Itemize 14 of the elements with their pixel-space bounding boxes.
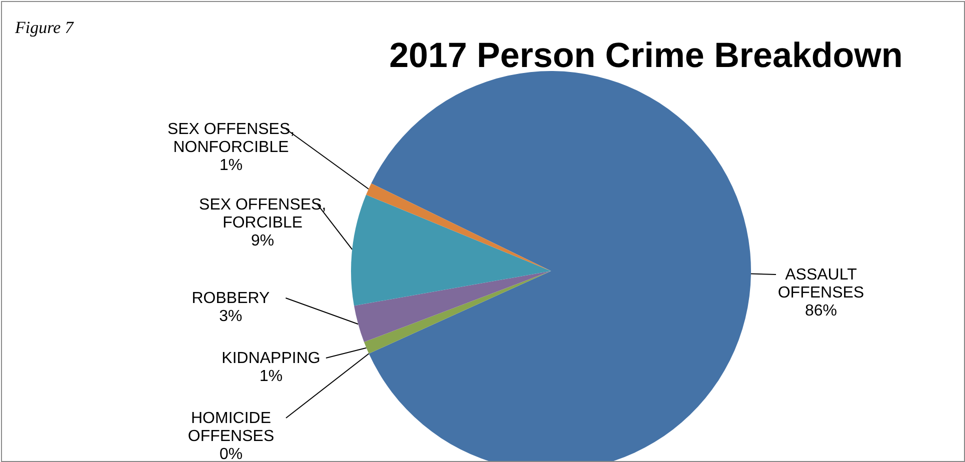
- slice-label: ROBBERY: [192, 290, 270, 307]
- category-label: HOMICIDE OFFENSES: [188, 410, 274, 445]
- data-label: 1%: [259, 368, 283, 385]
- chart-title: 2017 Person Crime Breakdown: [389, 36, 903, 75]
- text: 0%: [219, 446, 243, 462]
- data-label: 1%: [219, 157, 243, 174]
- slice-label: SEX OFFENSES, FORCIBLE: [199, 196, 326, 232]
- slice-label: KIDNAPPING: [222, 350, 320, 367]
- slice-label: SEX OFFENSES, NONFORCIBLE: [167, 121, 295, 156]
- data-label: 9%: [251, 232, 274, 250]
- caption: Figure 7: [14, 18, 75, 37]
- data-label: 3%: [219, 308, 242, 325]
- slice-label: ASSAULT OFFENSES: [778, 266, 864, 302]
- data-label: 86%: [804, 302, 837, 320]
